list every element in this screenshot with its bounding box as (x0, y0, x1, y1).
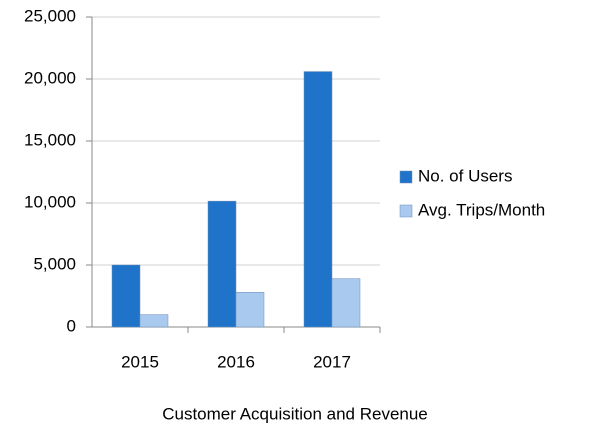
y-tick-label: 10,000 (24, 192, 76, 211)
bar (111, 264, 141, 328)
y-tick-label: 5,000 (33, 254, 76, 273)
legend-swatch (399, 204, 413, 218)
y-tick-label: 25,000 (24, 6, 76, 25)
y-tick-label: 20,000 (24, 68, 76, 87)
bar (139, 314, 169, 328)
x-tick-label: 2017 (313, 352, 351, 371)
legend-label: No. of Users (418, 166, 512, 185)
x-tick-label: 2015 (121, 352, 159, 371)
bar (235, 292, 265, 328)
bar (303, 71, 333, 328)
bar (331, 278, 361, 328)
bar (207, 200, 237, 328)
legend-label: Avg. Trips/Month (418, 200, 545, 219)
x-tick-label: 2016 (217, 352, 255, 371)
y-tick-label: 15,000 (24, 130, 76, 149)
legend-swatch (399, 170, 413, 184)
y-tick-label: 0 (67, 316, 76, 335)
x-axis-label: Customer Acquisition and Revenue (162, 404, 428, 423)
